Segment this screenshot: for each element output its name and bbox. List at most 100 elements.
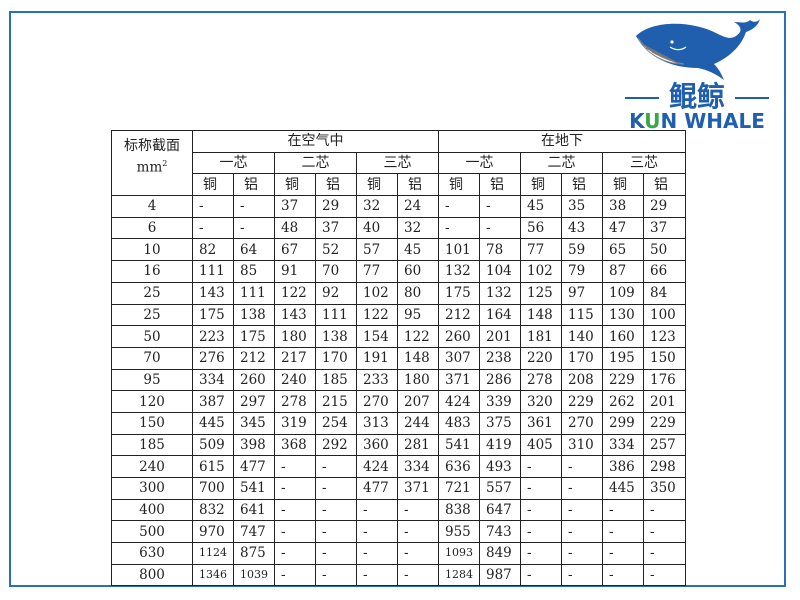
ampacity-cell: 445 bbox=[192, 411, 234, 435]
ampacity-cell: 339 bbox=[479, 390, 521, 413]
ampacity-cell: 208 bbox=[561, 368, 603, 392]
ampacity-cell: 360 bbox=[356, 433, 398, 457]
ampacity-cell: 122 bbox=[356, 303, 398, 327]
ampacity-cell: 95 bbox=[397, 303, 439, 327]
ampacity-cell: - bbox=[520, 563, 562, 587]
ampacity-cell: 195 bbox=[602, 346, 644, 370]
ampacity-cell: 87 bbox=[602, 260, 644, 283]
cross-section-cell: 25 bbox=[111, 281, 193, 305]
ampacity-cell: 987 bbox=[479, 563, 521, 587]
ampacity-cell: 97 bbox=[561, 281, 603, 305]
ampacity-cell: 320 bbox=[520, 390, 562, 413]
ampacity-cell: 102 bbox=[520, 260, 562, 283]
ampacity-cell: - bbox=[438, 216, 480, 240]
ampacity-cell: 79 bbox=[561, 260, 603, 283]
ampacity-cell: 37 bbox=[315, 216, 357, 240]
ampacity-cell: 143 bbox=[274, 303, 316, 327]
core-header: 一芯 bbox=[438, 151, 521, 175]
header-row-cores: 一芯 二芯 三芯 一芯 二芯 三芯 bbox=[112, 151, 687, 175]
ampacity-cell: 84 bbox=[642, 281, 687, 305]
ampacity-cell: 832 bbox=[192, 498, 234, 522]
ampacity-cell: 240 bbox=[274, 368, 316, 392]
ampacity-cell: - bbox=[602, 520, 644, 544]
ampacity-cell: 424 bbox=[438, 390, 480, 413]
core-header: 一芯 bbox=[192, 151, 275, 175]
ampacity-cell: 955 bbox=[438, 520, 480, 544]
ampacity-cell: 32 bbox=[356, 195, 398, 218]
ampacity-cell: 281 bbox=[397, 433, 439, 457]
ampacity-cell: 109 bbox=[602, 281, 644, 305]
ampacity-cell: 85 bbox=[233, 260, 275, 283]
material-header: 铜 bbox=[192, 173, 234, 197]
ampacity-cell: - bbox=[192, 216, 234, 240]
table-row: 10 82 64 67 52 57 45 101 78 77 59 65 50 bbox=[111, 238, 687, 262]
ampacity-cell: 350 bbox=[642, 477, 687, 500]
material-header: 铝 bbox=[642, 173, 687, 197]
ampacity-cell: 257 bbox=[642, 433, 687, 457]
ampacity-cell: 191 bbox=[356, 346, 398, 370]
logo-english-name: KUN WHALE bbox=[629, 109, 765, 133]
ampacity-cell: - bbox=[520, 520, 562, 544]
ampacity-cell: 307 bbox=[438, 346, 480, 370]
ampacity-cell: 91 bbox=[274, 260, 316, 283]
ampacity-cell: 223 bbox=[192, 325, 234, 348]
ampacity-cell: 180 bbox=[274, 325, 316, 348]
cross-section-cell: 70 bbox=[111, 346, 193, 370]
ampacity-cell: 150 bbox=[642, 346, 687, 370]
core-header: 三芯 bbox=[356, 151, 439, 175]
cross-section-cell: 6 bbox=[111, 216, 193, 240]
ampacity-cell: 483 bbox=[438, 411, 480, 435]
ampacity-cell: 838 bbox=[438, 498, 480, 522]
group-header: 在空气中 bbox=[192, 130, 439, 153]
ampacity-cell: 45 bbox=[397, 238, 439, 262]
ampacity-cell: - bbox=[233, 195, 275, 218]
ampacity-cell: 1093 bbox=[438, 542, 480, 565]
table-row: 630 1124 875- - - -1093 849- - - - bbox=[111, 542, 687, 565]
ampacity-cell: - bbox=[642, 542, 687, 565]
ampacity-cell: 176 bbox=[642, 368, 687, 392]
ampacity-cell: 286 bbox=[479, 368, 521, 392]
material-header: 铜 bbox=[602, 173, 644, 197]
ampacity-cell: 636 bbox=[438, 455, 480, 478]
ampacity-cell: 299 bbox=[602, 411, 644, 435]
ampacity-cell: - bbox=[397, 542, 439, 565]
ampacity-cell: 180 bbox=[397, 368, 439, 392]
table-row: 50 223 175 180 138 154 122 260 201 181 140 160 123 bbox=[111, 325, 687, 348]
whale-icon bbox=[636, 19, 760, 80]
table-row: 120 387 297 278 215 270 207 424 339 320 229 262 201 bbox=[111, 390, 687, 413]
ampacity-cell: 100 bbox=[642, 303, 687, 327]
ampacity-cell: - bbox=[356, 542, 398, 565]
ampacity-cell: 398 bbox=[233, 433, 275, 457]
ampacity-cell: 78 bbox=[479, 238, 521, 262]
group-header: 在地下 bbox=[437, 130, 687, 153]
ampacity-cell: 170 bbox=[315, 346, 357, 370]
ampacity-cell: 175 bbox=[438, 281, 480, 305]
ampacity-cell: - bbox=[274, 542, 316, 565]
ampacity-cell: 212 bbox=[233, 346, 275, 370]
ampacity-cell: - bbox=[315, 542, 357, 565]
material-header: 铜 bbox=[274, 173, 316, 197]
ampacity-cell: - bbox=[315, 563, 357, 587]
ampacity-cell: 40 bbox=[356, 216, 398, 240]
ampacity-cell: - bbox=[602, 563, 644, 587]
ampacity-cell: - bbox=[274, 520, 316, 544]
table-row: 800 1346 1039- - - -1284 987- - - - bbox=[111, 563, 687, 587]
ampacity-cell: - bbox=[315, 498, 357, 522]
ampacity-cell: 38 bbox=[602, 195, 644, 218]
header-row-materials: 铜铝铜铝铜铝铜铝铜铝铜铝 bbox=[112, 173, 687, 197]
ampacity-cell: 270 bbox=[356, 390, 398, 413]
ampacity-cell: 35 bbox=[561, 195, 603, 218]
ampacity-cell: 310 bbox=[561, 433, 603, 457]
ampacity-cell: 229 bbox=[561, 390, 603, 413]
ampacity-cell: 148 bbox=[397, 346, 439, 370]
table-row: 400 832 641- - - -838 647- - - - bbox=[111, 498, 687, 522]
ampacity-cell: 138 bbox=[315, 325, 357, 348]
image-frame bbox=[9, 11, 786, 587]
ampacity-cell: 122 bbox=[274, 281, 316, 305]
ampacity-cell: 60 bbox=[397, 260, 439, 283]
ampacity-cell: 386 bbox=[602, 455, 644, 478]
ampacity-cell: - bbox=[397, 563, 439, 587]
core-header: 二芯 bbox=[520, 151, 603, 175]
table-row: 150 445 345 319 254 313 244 483 375 361 270 299 229 bbox=[111, 411, 687, 435]
header-row-groups: 标称截面 mm2 在空气中 在地下 bbox=[111, 129, 687, 197]
